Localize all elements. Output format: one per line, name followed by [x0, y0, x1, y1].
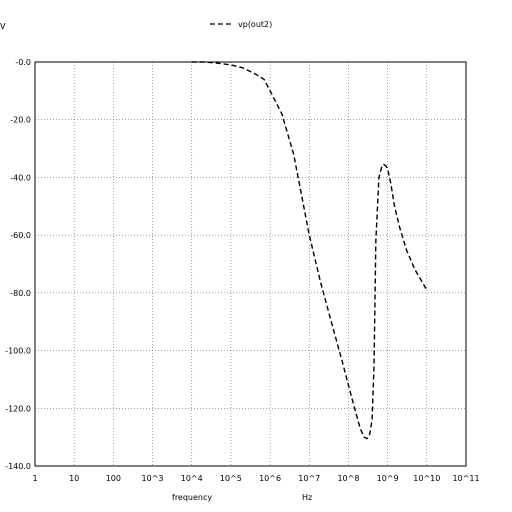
series-line: [191, 61, 428, 440]
x-tick-label: 1: [32, 474, 37, 483]
y-tick-label: -20.0: [10, 116, 31, 125]
x-tick-label: 10^5: [220, 474, 242, 483]
series-layer: [191, 61, 428, 440]
x-axis-unit: Hz: [302, 493, 312, 502]
x-axis-label: frequency: [172, 493, 212, 502]
y-tick-label: -100.0: [5, 347, 31, 356]
x-tick-label: 10^6: [259, 474, 281, 483]
y-tick-label: -60.0: [10, 231, 31, 240]
x-tick-label: 10^4: [181, 474, 203, 483]
x-tick-label: 10^9: [377, 474, 399, 483]
x-tick-label: 10^7: [298, 474, 320, 483]
legend: vp(out2): [210, 20, 272, 29]
x-tick-label: 10^11: [452, 474, 479, 483]
y-tick-label: -40.0: [10, 173, 31, 182]
plot-frame: [34, 61, 467, 467]
y-axis-label: V: [0, 22, 6, 31]
x-tick-label: 10^3: [142, 474, 164, 483]
y-tick-label: -140.0: [5, 462, 31, 471]
x-axis: 1 10 100 10^3 10^4 10^5 10^6 10^7 10^8 10^9 10^10 1…: [32, 474, 479, 483]
legend-entry: vp(out2): [238, 20, 272, 29]
y-tick-label: -80.0: [10, 289, 31, 298]
x-tick-label: 10^10: [413, 474, 440, 483]
y-tick-label: -120.0: [5, 404, 31, 413]
x-tick-label: 100: [106, 474, 121, 483]
y-tick-label: -0.0: [15, 58, 31, 67]
y-axis: -0.0 -20.0 -40.0 -60.0 -80.0 -100.0 -120.0 -140…: [5, 58, 31, 471]
x-tick-label: 10^8: [337, 474, 359, 483]
grid: [34, 61, 467, 467]
x-tick-label: 10: [69, 474, 79, 483]
